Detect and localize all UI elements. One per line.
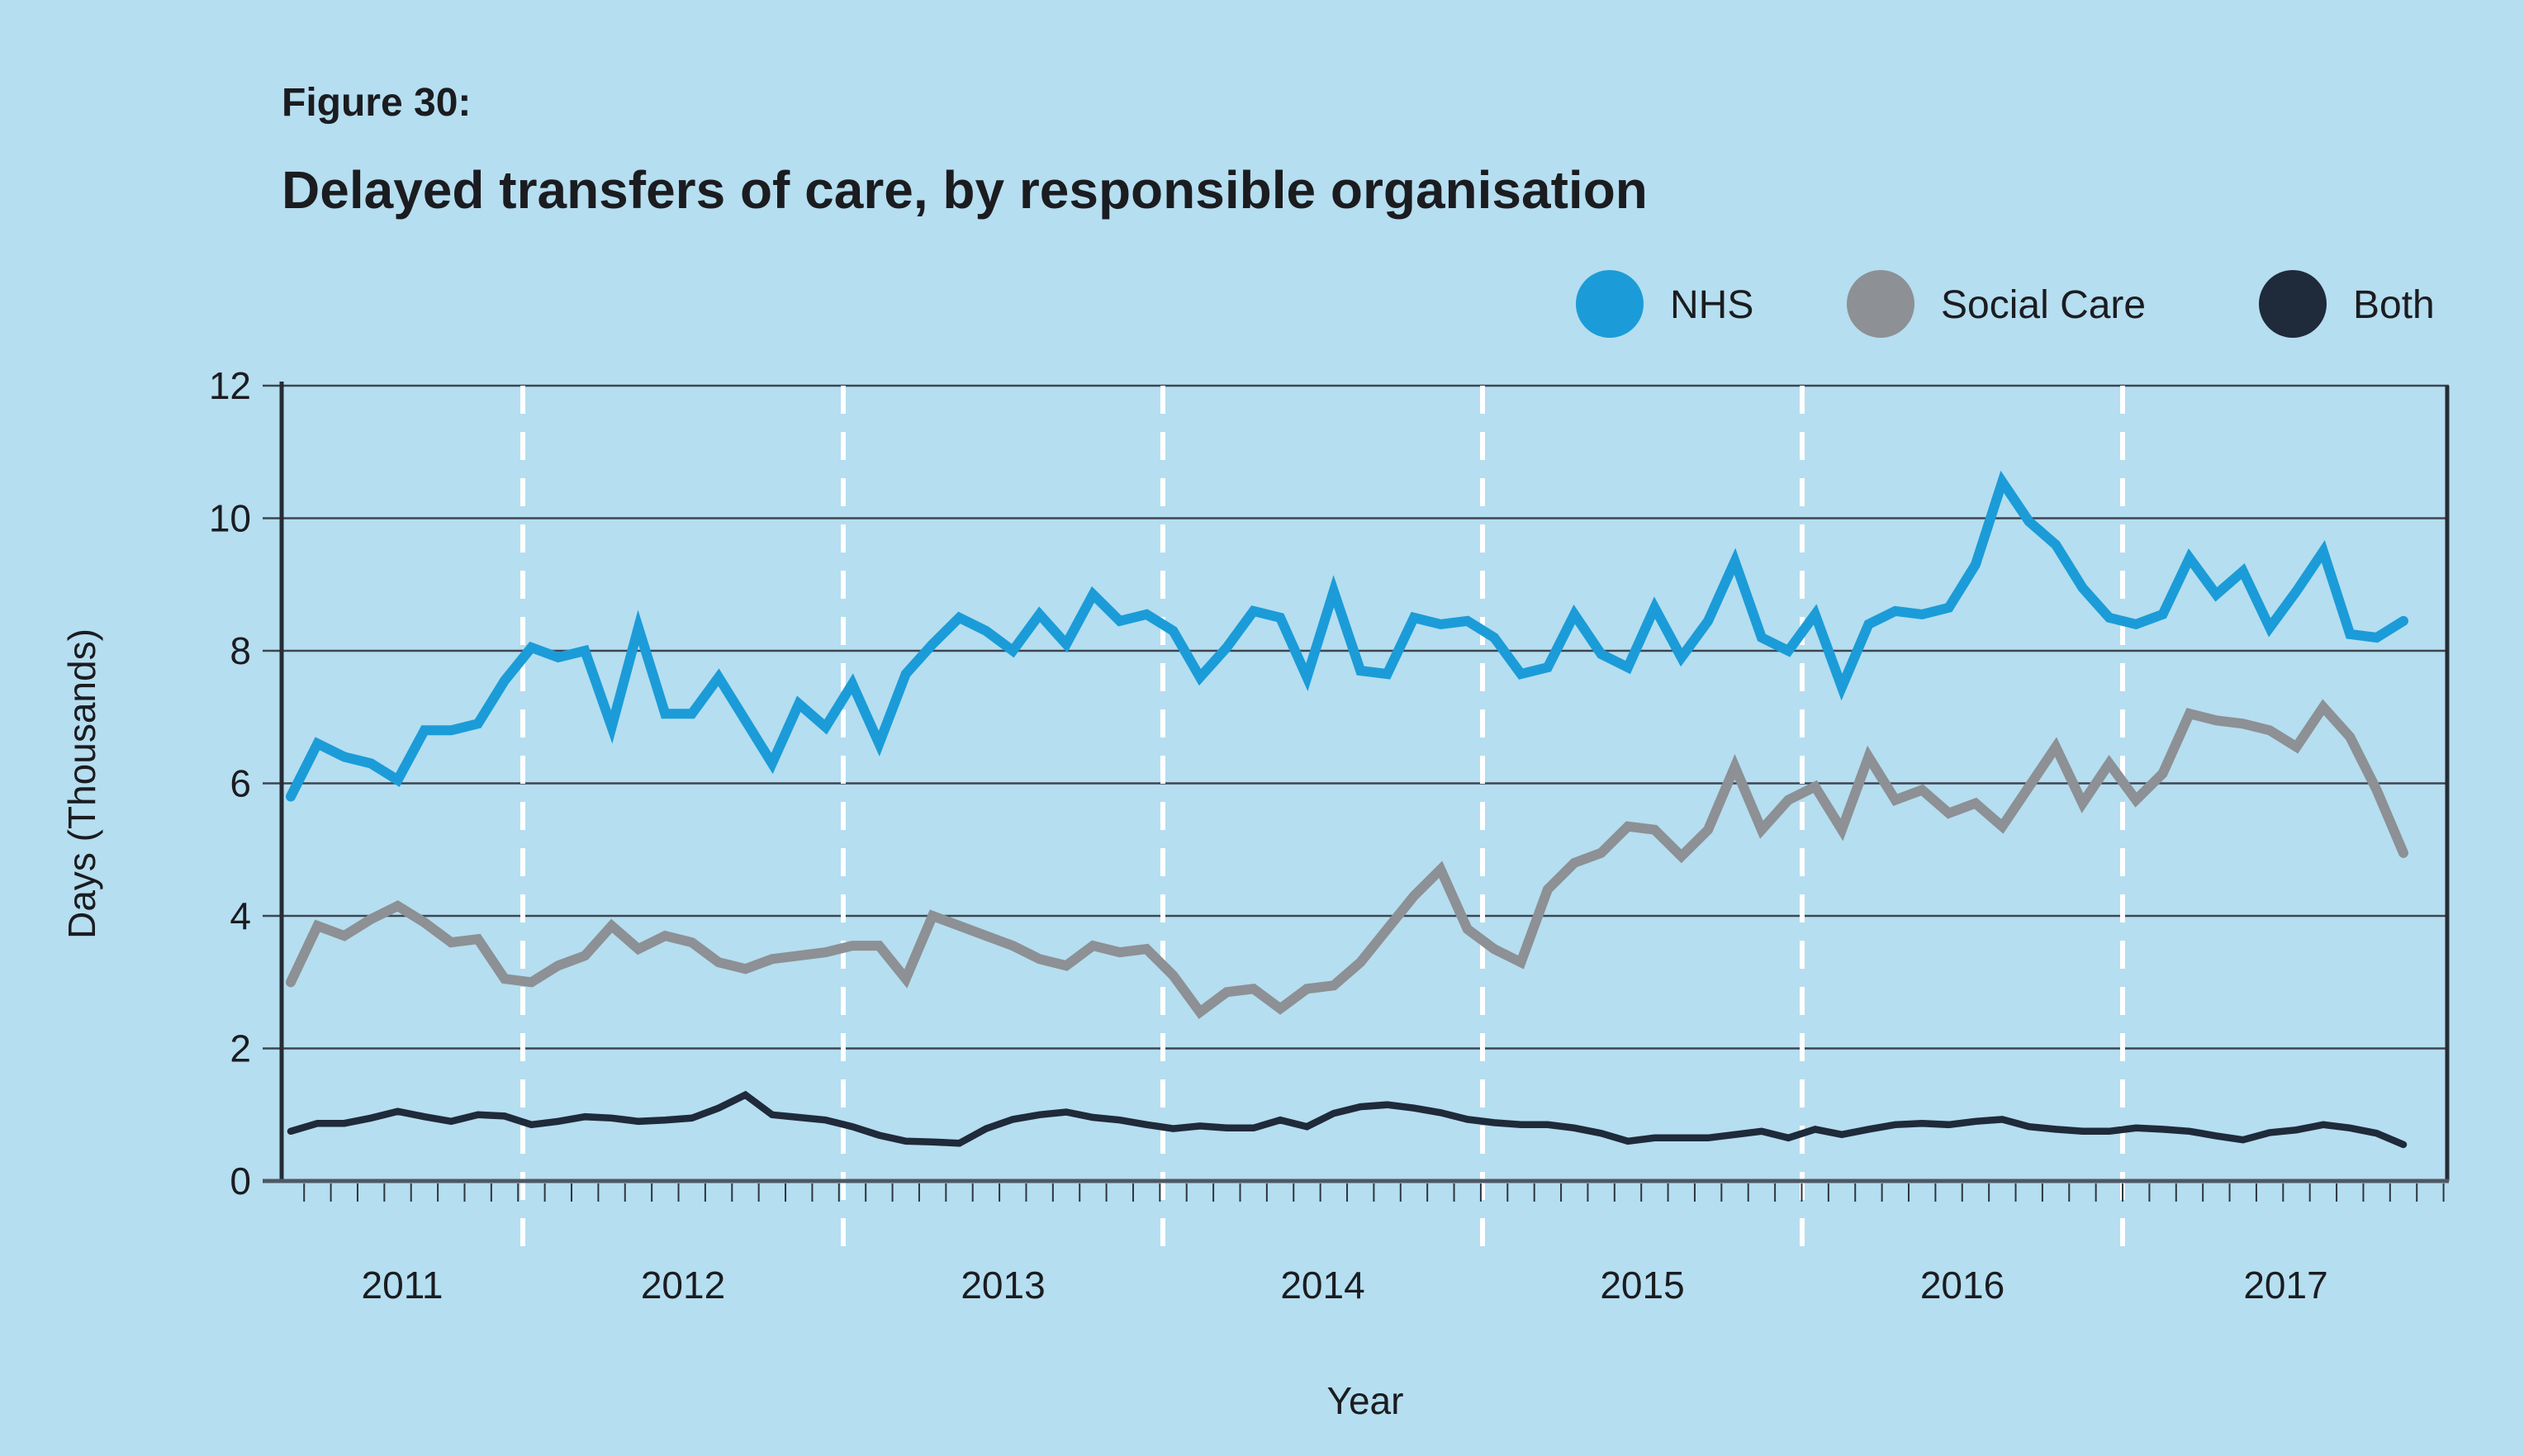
x-year-label-2015: 2015 [1600, 1264, 1684, 1307]
x-year-label-2011: 2011 [362, 1264, 444, 1307]
x-axis-year-labels: 2011 2012 2013 2014 2015 2016 2017 [362, 1264, 2328, 1307]
legend-item-both: Both [2259, 270, 2435, 338]
series-line-nhs [286, 470, 2408, 802]
y-tick-label-4: 4 [230, 894, 251, 937]
legend-label-both: Both [2353, 283, 2435, 327]
y-tick-label-10: 10 [209, 497, 251, 540]
legend-label-social-care: Social Care [1941, 283, 2146, 327]
x-year-label-2013: 2013 [961, 1264, 1045, 1307]
x-year-label-2016: 2016 [1920, 1264, 2004, 1307]
month-tick-marks [303, 1183, 2445, 1202]
x-axis-title: Year [1327, 1379, 1404, 1422]
axis-lines [263, 382, 2450, 1183]
x-year-label-2012: 2012 [641, 1264, 725, 1307]
legend-item-social-care: Social Care [1847, 270, 2146, 338]
y-axis-title: Days (Thousands) [60, 628, 103, 939]
x-year-label-2017: 2017 [2243, 1264, 2327, 1307]
series-line-social-care [286, 699, 2408, 1019]
y-tick-label-2: 2 [230, 1027, 251, 1070]
x-year-label-2014: 2014 [1280, 1264, 1364, 1307]
legend-label-nhs: NHS [1670, 283, 1753, 327]
page-title: Delayed transfers of care, by responsibl… [282, 160, 1648, 220]
y-tick-label-12: 12 [209, 364, 251, 407]
y-tick-label-8: 8 [230, 629, 251, 672]
series-line-both [287, 1090, 2408, 1149]
year-boundary-dashed-gridlines [520, 386, 2125, 1264]
figure-label: Figure 30: [282, 81, 471, 125]
social-care-legend-swatch-icon [1847, 270, 1914, 338]
y-tick-label-6: 6 [230, 762, 251, 805]
legend: NHS Social Care Both [1576, 270, 2435, 338]
legend-item-nhs: NHS [1576, 270, 1753, 338]
nhs-legend-swatch-icon [1576, 270, 1644, 338]
chart-title-block: Figure 30: Delayed transfers of care, by… [282, 81, 1648, 220]
y-tick-label-0: 0 [230, 1160, 251, 1202]
both-legend-swatch-icon [2259, 270, 2327, 338]
y-axis-tick-labels: 0 2 4 6 8 10 12 [209, 364, 251, 1202]
data-series-lines [286, 470, 2408, 1149]
